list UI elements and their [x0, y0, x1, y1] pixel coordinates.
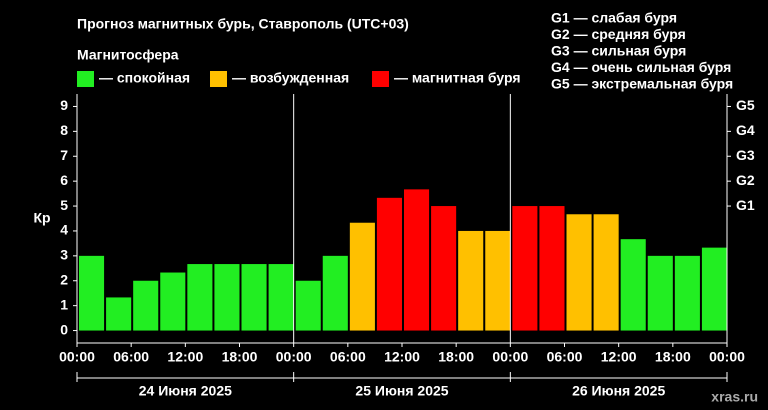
bar: [241, 264, 267, 331]
day-label: 24 Июня 2025: [139, 383, 232, 399]
bar: [268, 264, 294, 331]
bar: [79, 255, 105, 331]
y-tick-label: 3: [60, 247, 68, 263]
bar: [674, 255, 700, 331]
bar: [539, 206, 565, 331]
bar: [458, 230, 484, 331]
y2-tick-label: G2: [736, 172, 755, 188]
bar: [593, 214, 619, 331]
bar: [187, 264, 213, 331]
x-tick-label: 00:00: [709, 349, 745, 365]
y2-tick-label: G3: [736, 147, 755, 163]
y-tick-label: 2: [60, 271, 68, 287]
y-axis-label: Кр: [33, 210, 50, 226]
x-tick-label: 06:00: [330, 349, 366, 365]
x-tick-label: 00:00: [59, 349, 95, 365]
legend-swatch: [372, 71, 389, 87]
y2-tick-label: G1: [736, 197, 755, 213]
x-tick-label: 00:00: [492, 349, 528, 365]
legend-label: — спокойная: [99, 70, 190, 86]
bar: [376, 197, 402, 331]
x-tick-label: 00:00: [276, 349, 312, 365]
storm-scale-item: G2 — средняя буря: [551, 26, 686, 42]
y-tick-label: 6: [60, 172, 68, 188]
legend-label: — возбужденная: [232, 70, 349, 86]
x-tick-label: 06:00: [113, 349, 149, 365]
y-tick-label: 8: [60, 122, 68, 138]
y-tick-label: 0: [60, 321, 68, 337]
bar: [485, 230, 511, 331]
legend-label: — магнитная буря: [394, 70, 521, 86]
y-tick-label: 4: [60, 222, 68, 238]
legend-title: Магнитосфера: [77, 47, 179, 63]
day-label: 26 Июня 2025: [572, 383, 665, 399]
bar: [431, 206, 457, 331]
storm-scale-item: G1 — слабая буря: [551, 10, 677, 26]
y-tick-label: 9: [60, 97, 68, 113]
x-tick-label: 12:00: [384, 349, 420, 365]
y2-tick-label: G5: [736, 97, 755, 113]
x-tick-label: 18:00: [655, 349, 691, 365]
bar: [647, 255, 673, 331]
x-tick-label: 12:00: [167, 349, 203, 365]
watermark: xras.ru: [711, 389, 758, 405]
bar: [214, 264, 240, 331]
bar: [701, 247, 727, 331]
bar: [512, 206, 538, 331]
x-tick-label: 06:00: [547, 349, 583, 365]
bar: [620, 239, 646, 331]
storm-scale-item: G5 — экстремальная буря: [551, 76, 733, 92]
storm-scale-item: G4 — очень сильная буря: [551, 59, 731, 75]
bar: [566, 214, 592, 331]
bar: [295, 280, 321, 331]
y-tick-label: 5: [60, 197, 68, 213]
x-tick-label: 18:00: [222, 349, 258, 365]
x-tick-label: 18:00: [438, 349, 474, 365]
bar: [106, 297, 132, 331]
y-tick-label: 7: [60, 147, 68, 163]
y2-tick-label: G4: [736, 122, 755, 138]
chart-title: Прогноз магнитных бурь, Ставрополь (UTC+…: [77, 16, 409, 32]
x-tick-label: 12:00: [601, 349, 637, 365]
legend-swatch: [77, 71, 94, 87]
bar: [322, 255, 348, 331]
bar: [349, 222, 375, 331]
day-label: 25 Июня 2025: [355, 383, 448, 399]
storm-scale-item: G3 — сильная буря: [551, 43, 686, 59]
y-tick-label: 1: [60, 296, 68, 312]
bar: [404, 189, 430, 331]
legend-swatch: [210, 71, 227, 87]
bar: [160, 272, 186, 331]
bar: [133, 280, 159, 331]
